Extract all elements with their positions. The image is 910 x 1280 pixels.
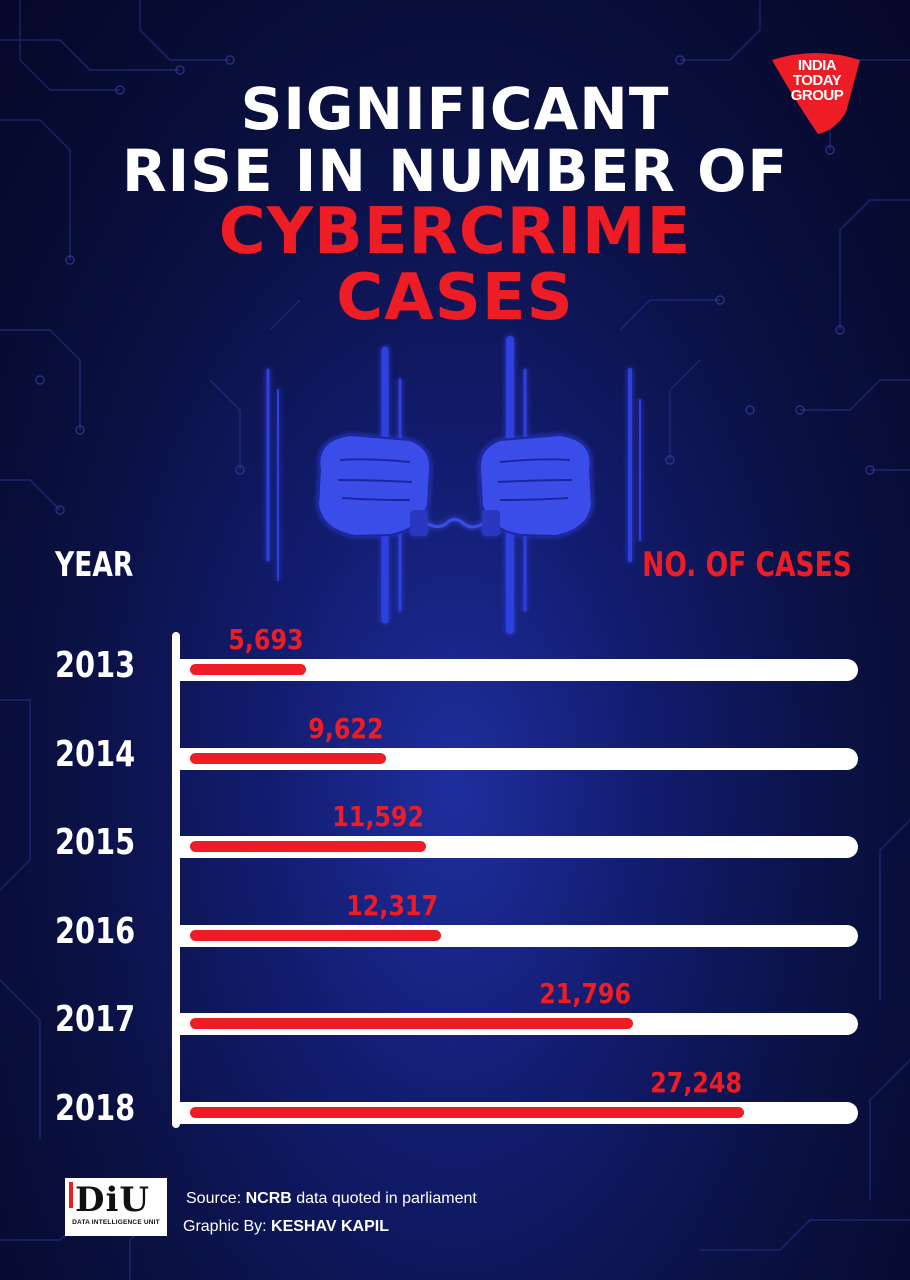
source-prefix: Source: [186,1190,246,1207]
source-name: NCRB [245,1190,292,1207]
bar-2018 [190,1106,745,1118]
bar-2017 [190,1018,634,1029]
credit-name: KESHAV KAPIL [271,1218,389,1235]
year-label: 2017 [55,999,136,1040]
title-line-4: CASES [336,261,574,335]
bar-2016 [190,929,441,941]
value-label-2014: 9,622 [308,711,384,745]
value-label-2018: 27,248 [650,1065,743,1099]
y-axis-label: YEAR [55,545,134,585]
diu-logo-accent [69,1182,73,1208]
india-today-logo-icon [772,53,860,134]
value-label-2013: 5,693 [228,623,304,656]
title-line-3: CYBERCRIME [218,195,692,269]
credit-text: Graphic By: KESHAV KAPIL [183,1218,389,1236]
logo-line-3: GROUP [790,87,844,104]
credit-prefix: Graphic By: [183,1218,272,1235]
diu-logo-subtitle: DATA INTELLIGENCE UNIT [72,1219,160,1226]
value-label-2017: 21,796 [539,977,632,1010]
india-today-logo-text: INDIA TODAY GROUP [776,58,858,103]
year-label: 2015 [55,822,136,863]
bar-track [180,659,858,681]
year-label: 2018 [55,1087,136,1129]
y-axis-line [172,632,180,1128]
bar-2013 [190,664,306,675]
source-rest: data quoted in parliament [291,1190,477,1207]
bar-2015 [190,841,426,852]
x-axis-label: NO. OF CASES [642,545,852,585]
title-line-2: RISE IN NUMBER OF [121,137,789,205]
logo-line-1: INDIA [797,57,837,74]
logo-line-2: TODAY [792,72,842,89]
bar-2014 [190,752,386,764]
value-label-2015: 11,592 [331,800,424,833]
title-line-1: SIGNIFICANT [240,75,670,143]
year-label: 2016 [55,910,136,952]
year-label: 2014 [55,733,136,775]
diu-logo-letters: DiU [75,1180,151,1220]
value-label-2016: 12,317 [346,888,439,922]
handcuffed-hands-icon [266,336,641,634]
diu-logo-icon: DiU DATA INTELLIGENCE UNIT [65,1178,167,1236]
source-text: Source: NCRB data quoted in parliament [186,1190,477,1208]
year-label: 2013 [55,645,136,686]
